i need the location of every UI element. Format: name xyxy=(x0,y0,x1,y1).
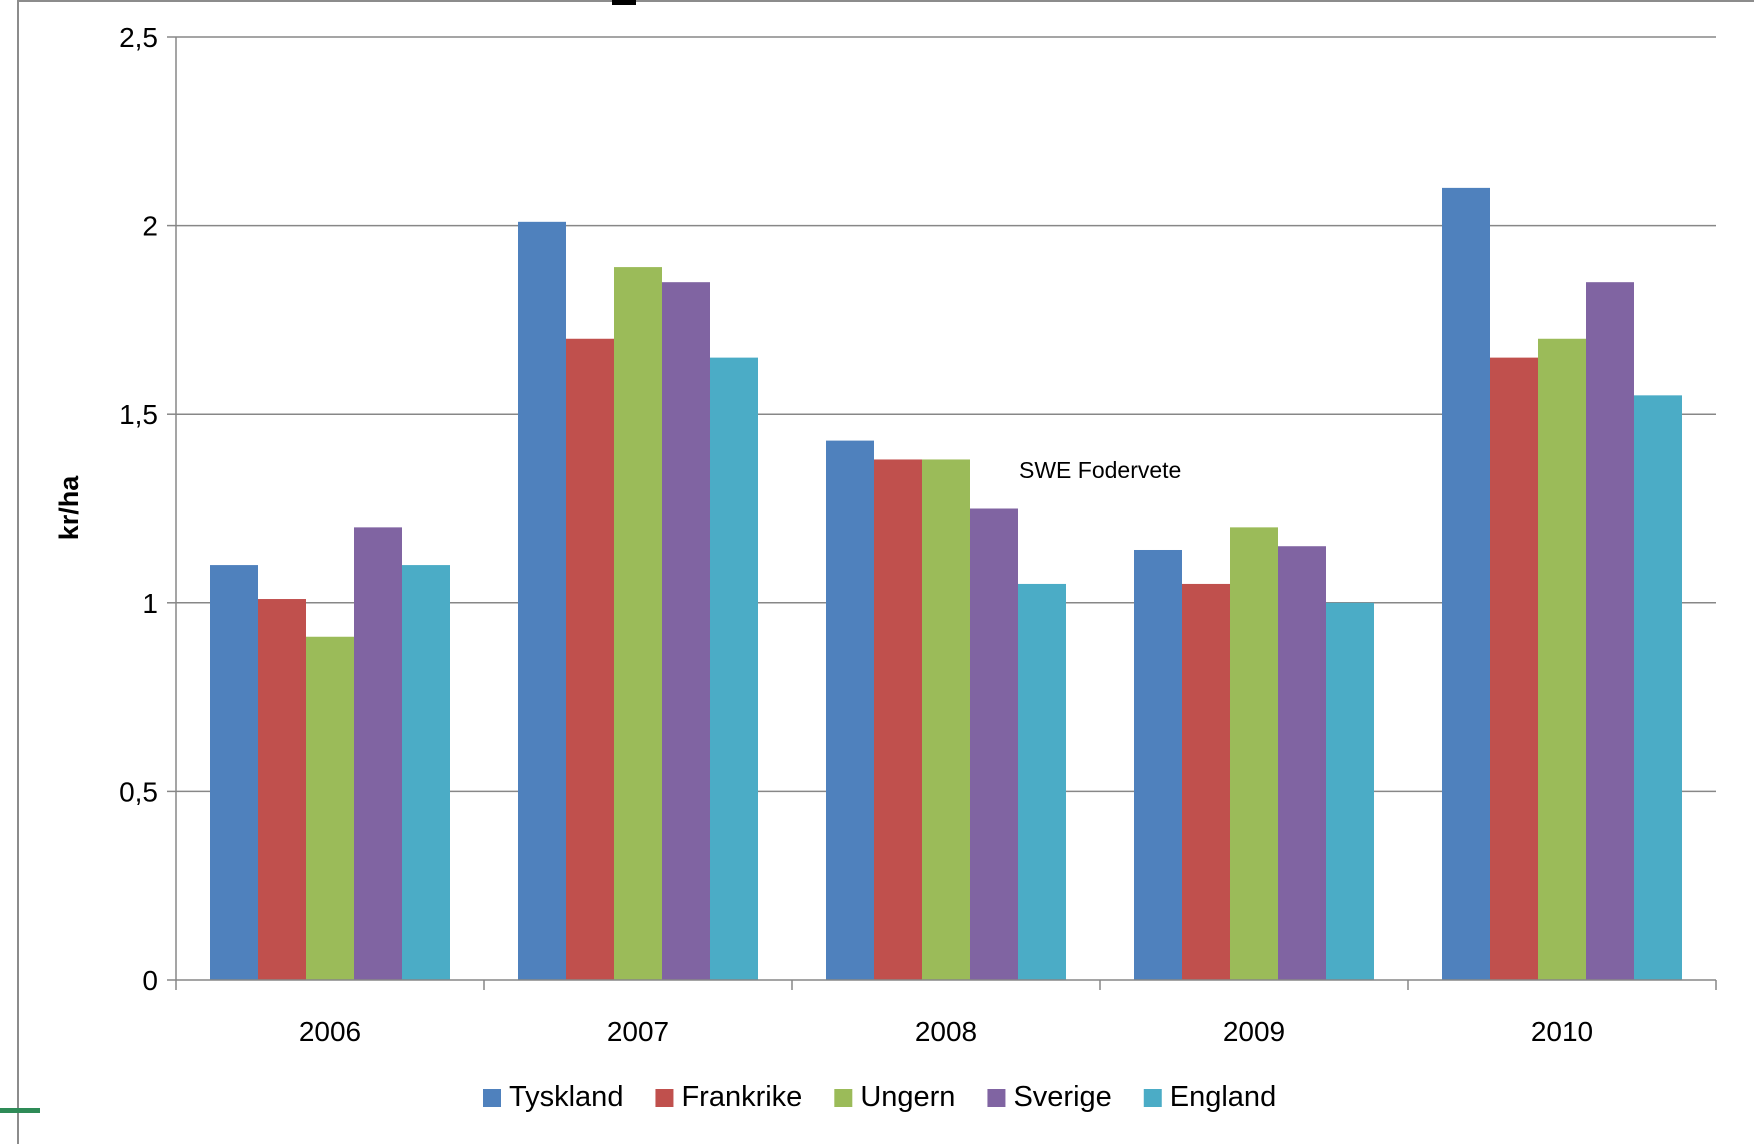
x-tick-label: 2010 xyxy=(1531,1016,1593,1047)
bar-frankrike-2008 xyxy=(874,459,922,980)
bar-tyskland-2008 xyxy=(826,440,874,980)
bar-sverige-2006 xyxy=(354,527,402,980)
legend-swatch-sverige xyxy=(987,1089,1006,1107)
legend-swatch-frankrike xyxy=(655,1089,674,1107)
bar-tyskland-2010 xyxy=(1442,187,1490,980)
legend-label-ungern: Ungern xyxy=(860,1081,955,1113)
slide-accent-bar xyxy=(0,1108,40,1113)
bars xyxy=(210,187,1682,981)
legend-label-frankrike: Frankrike xyxy=(681,1081,802,1113)
y-tick-label: 0,5 xyxy=(119,776,158,807)
chart-annotation: SWE Fodervete xyxy=(1019,457,1181,483)
bar-england-2006 xyxy=(402,565,450,980)
y-tick-label: 1 xyxy=(142,588,158,619)
bar-ungern-2010 xyxy=(1538,338,1586,980)
bar-tyskland-2006 xyxy=(210,565,258,980)
bar-england-2010 xyxy=(1634,395,1682,981)
legend: Tyskland Frankrike Ungern Sverige England xyxy=(483,1081,1276,1113)
bar-sverige-2008 xyxy=(970,508,1018,980)
legend-swatch-tyskland xyxy=(483,1089,501,1107)
bar-england-2008 xyxy=(1018,583,1066,980)
axes xyxy=(167,36,1717,990)
bar-sverige-2009 xyxy=(1278,546,1326,980)
legend-label-england: England xyxy=(1170,1081,1276,1113)
x-tick-labels: 2006 2007 2008 2009 2010 xyxy=(299,1016,1593,1047)
clipped-title-glyph xyxy=(612,0,636,5)
y-tick-labels: 0 0,5 1 1,5 2 2,5 xyxy=(119,22,158,996)
bar-frankrike-2009 xyxy=(1182,583,1230,980)
legend-label-sverige: Sverige xyxy=(1013,1081,1111,1113)
legend-swatch-ungern xyxy=(834,1089,853,1107)
bar-tyskland-2007 xyxy=(518,221,566,980)
bar-frankrike-2007 xyxy=(566,338,614,980)
bar-ungern-2009 xyxy=(1230,527,1278,980)
bar-sverige-2010 xyxy=(1586,282,1634,980)
bar-england-2009 xyxy=(1326,602,1374,980)
bar-tyskland-2009 xyxy=(1134,549,1182,980)
y-tick-label: 1,5 xyxy=(119,399,158,430)
bar-ungern-2006 xyxy=(306,636,354,980)
bar-ungern-2007 xyxy=(614,267,662,980)
bar-frankrike-2010 xyxy=(1490,357,1538,980)
y-axis-title: kr/ha xyxy=(54,475,84,541)
legend-swatch-england xyxy=(1143,1089,1162,1107)
bar-frankrike-2006 xyxy=(258,599,306,980)
x-tick-label: 2007 xyxy=(607,1016,669,1047)
bar-england-2007 xyxy=(710,357,758,980)
x-tick-label: 2008 xyxy=(915,1016,977,1047)
bar-ungern-2008 xyxy=(922,459,970,980)
y-tick-label: 2,5 xyxy=(119,22,158,53)
x-tick-label: 2009 xyxy=(1223,1016,1285,1047)
x-tick-label: 2006 xyxy=(299,1016,361,1047)
legend-label-tyskland: Tyskland xyxy=(509,1081,623,1113)
bar-sverige-2007 xyxy=(662,282,710,980)
y-tick-label: 2 xyxy=(142,211,158,242)
y-tick-label: 0 xyxy=(142,965,158,996)
